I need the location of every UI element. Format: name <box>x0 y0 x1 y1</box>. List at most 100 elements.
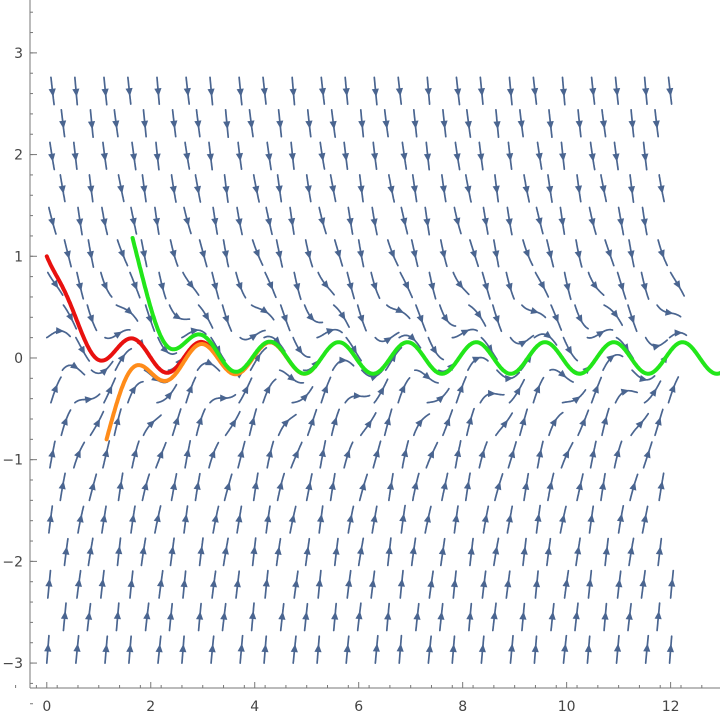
streamline-arrow-125 <box>251 481 259 490</box>
streamline-arrow-152 <box>343 449 351 459</box>
streamline-arrow-62 <box>427 579 435 588</box>
solution-curve-3 <box>130 236 720 376</box>
streamline-arrow-65 <box>504 579 512 588</box>
streamline-arrow-369 <box>546 185 554 195</box>
streamline-arrow-74 <box>115 545 123 555</box>
axes <box>29 0 720 689</box>
streamline-arrow-19 <box>531 644 539 653</box>
streamline-arrow-266 <box>280 314 288 324</box>
streamline-arrow-209 <box>649 388 657 397</box>
streamline-arrow-48 <box>45 578 53 587</box>
streamline-arrow-211 <box>70 361 79 370</box>
streamline-arrow-398 <box>87 121 96 130</box>
streamline-arrow-361 <box>329 185 337 194</box>
streamline-arrow-421 <box>72 88 80 97</box>
streamline-arrow-224 <box>422 371 431 380</box>
streamline-arrow-439 <box>559 88 567 97</box>
streamline-arrow-304 <box>673 280 681 289</box>
streamline-arrow-306 <box>86 250 94 260</box>
streamline-arrow-430 <box>318 87 326 97</box>
streamline-arrow-384 <box>318 152 326 162</box>
streamline-arrow-389 <box>453 153 461 162</box>
streamline-272 <box>438 304 457 327</box>
streamline-arrow-1 <box>44 643 52 652</box>
streamline-arrow-61 <box>397 578 405 587</box>
streamline-arrow-216 <box>205 358 214 366</box>
streamline-arrow-31 <box>220 611 228 620</box>
streamline-arrow-82 <box>332 546 340 555</box>
streamline-arrow-28 <box>143 611 151 620</box>
streamline-arrow-399 <box>112 120 120 129</box>
streamline-arrow-391 <box>506 153 514 162</box>
streamline-arrow-97 <box>100 514 108 523</box>
streamline-arrow-273 <box>474 310 482 320</box>
streamline-arrow-50 <box>98 578 106 587</box>
streamline-arrow-153 <box>372 448 380 458</box>
streamline-arrow-3 <box>102 644 110 653</box>
streamline-arrow-102 <box>235 514 243 523</box>
streamline-arrow-405 <box>276 120 284 129</box>
streamline-arrow-15 <box>425 644 433 653</box>
streamline-arrow-146 <box>183 448 191 458</box>
streamline-arrow-341 <box>400 217 408 227</box>
streamline-arrow-141 <box>48 449 56 458</box>
streamline-arrow-261 <box>145 315 153 324</box>
streamline-arrow-95 <box>46 514 54 523</box>
streamline-arrow-442 <box>642 88 650 97</box>
streamline-arrow-89 <box>520 546 528 555</box>
streamline-arrow-188 <box>84 396 94 404</box>
y-tick-label: 2 <box>14 148 23 164</box>
streamline-arrow-79 <box>250 545 258 555</box>
streamline-arrow-370 <box>574 185 582 194</box>
streamline-arrow-260 <box>124 306 133 315</box>
streamline-arrow-325 <box>605 249 612 259</box>
streamline-arrow-440 <box>589 87 597 97</box>
streamline-arrow-9 <box>261 644 269 653</box>
streamline-arrow-36 <box>355 611 363 620</box>
streamline-arrow-55 <box>233 579 241 588</box>
streamline-arrow-27 <box>113 611 121 620</box>
solution-curves <box>44 236 720 442</box>
streamline-arrow-2 <box>73 643 81 652</box>
streamline-arrow-386 <box>371 153 379 162</box>
streamline-arrow-429 <box>289 88 297 97</box>
streamline-arrow-350 <box>640 218 648 227</box>
streamline-arrow-297 <box>482 282 489 292</box>
streamline-arrow-281 <box>50 279 59 289</box>
streamline-arrow-159 <box>536 449 544 458</box>
streamline-arrow-388 <box>423 153 432 162</box>
streamline-arrow-213 <box>117 353 126 363</box>
streamline-arrow-381 <box>235 152 243 162</box>
streamline-arrow-150 <box>292 449 299 459</box>
streamline-arrow-278 <box>610 309 619 319</box>
streamline-arrow-264 <box>222 315 230 324</box>
streamline-arrow-422 <box>101 88 109 97</box>
streamline-arrow-245 <box>349 345 357 354</box>
streamline-arrow-270 <box>395 306 405 313</box>
streamline-arrow-256 <box>652 343 661 351</box>
streamline-arrow-46 <box>625 611 633 620</box>
streamline-arrow-78 <box>221 546 229 555</box>
streamline-arrow-227 <box>505 375 514 383</box>
x-tick-label: 8 <box>458 699 467 715</box>
streamline-arrow-135 <box>522 481 530 490</box>
streamline-arrow-303 <box>640 282 648 292</box>
streamline-arrow-431 <box>342 88 350 97</box>
streamline-arrow-382 <box>265 153 273 162</box>
streamline-arrow-71 <box>668 578 676 587</box>
streamline-arrow-337 <box>288 217 296 227</box>
streamline-arrow-112 <box>505 514 513 523</box>
streamline-arrow-401 <box>170 120 178 129</box>
streamline-arrow-286 <box>186 280 194 289</box>
streamline-arrow-22 <box>613 643 622 652</box>
streamline-arrow-437 <box>506 88 515 97</box>
streamline-arrow-84 <box>385 545 393 555</box>
streamline-arrow-232 <box>639 375 648 382</box>
streamline-arrow-142 <box>74 449 81 459</box>
x-tick-label: 12 <box>662 699 680 715</box>
streamline-arrow-396 <box>641 153 649 162</box>
streamline-arrow-206 <box>572 396 581 404</box>
streamline-arrow-91 <box>574 546 582 555</box>
streamline-arrow-67 <box>562 578 570 587</box>
streamline-arrow-45 <box>601 611 609 620</box>
